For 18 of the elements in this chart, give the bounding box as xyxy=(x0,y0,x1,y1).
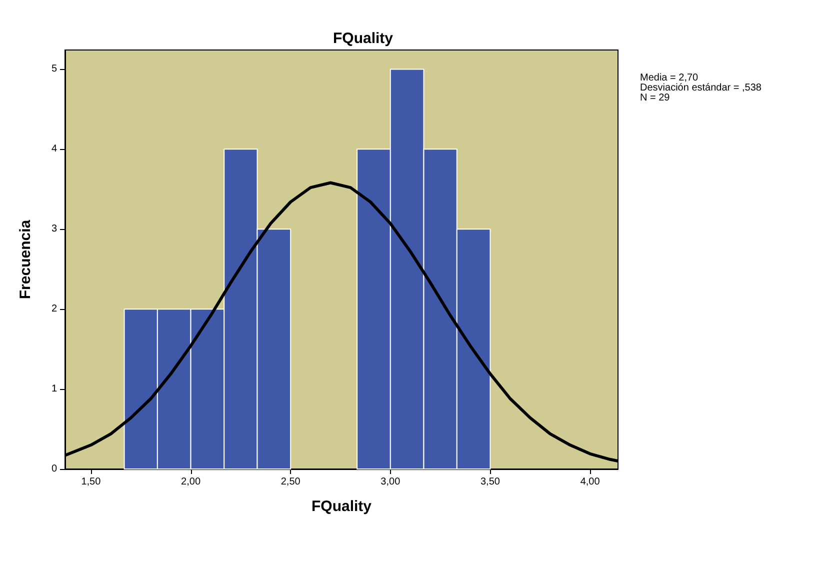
x-tick-label: 2,00 xyxy=(181,476,201,488)
x-tick-label: 3,00 xyxy=(380,476,401,488)
text: Desviación estándar = ,538 xyxy=(640,82,762,94)
text: Media = 2,70 xyxy=(640,72,699,84)
y-tick-label: 3 xyxy=(51,224,58,235)
x-tick-label: 1,50 xyxy=(81,476,102,488)
y-tick-label: 4 xyxy=(51,144,58,155)
x-tick-label: 2,50 xyxy=(280,476,301,488)
text: N = 29 xyxy=(640,92,670,104)
y-axis-title: Frecuencia xyxy=(17,219,34,300)
y-tick-label: 0 xyxy=(51,464,58,474)
x-tick-label: 4,00 xyxy=(580,476,600,488)
x-tick-label: 3,50 xyxy=(480,476,500,488)
y-tick-label: 2 xyxy=(51,304,58,315)
chart-title: FQuality xyxy=(332,30,394,47)
x-axis-title: FQuality xyxy=(311,498,372,515)
y-tick-label: 5 xyxy=(51,64,58,75)
y-tick-label: 1 xyxy=(51,384,58,395)
